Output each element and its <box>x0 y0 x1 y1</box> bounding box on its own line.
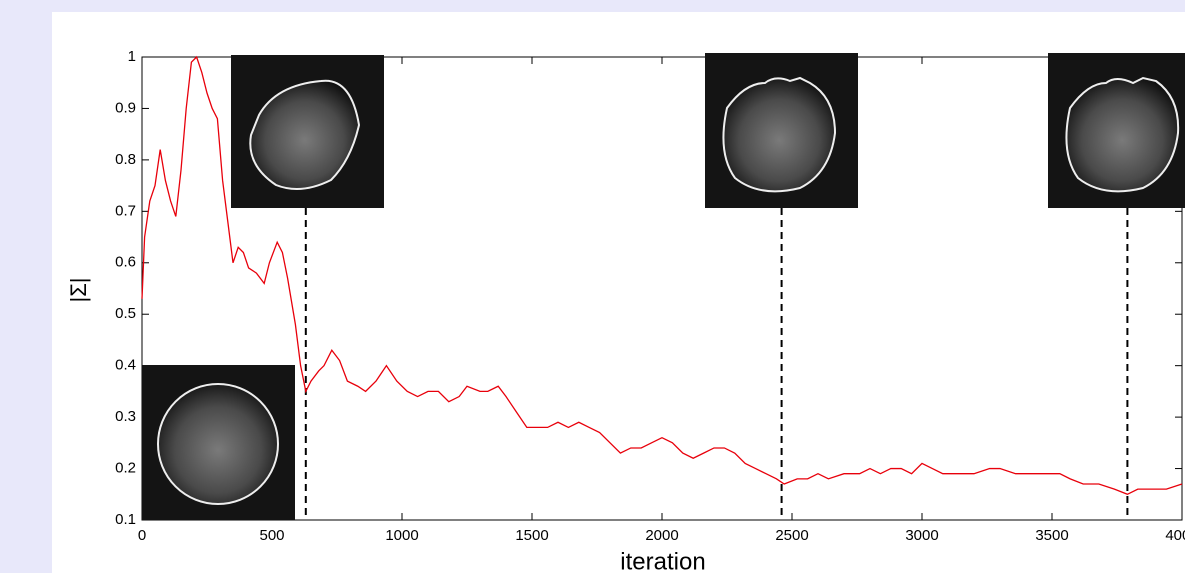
y-tick-label: 0.5 <box>115 305 136 322</box>
data-line <box>141 55 1183 495</box>
plot: 0.1 0.2 0.3 0.4 0.5 0.6 0.7 0.8 0.9 1 0 500 1000 1500… <box>115 48 1185 544</box>
y-axis-label: |Σ| <box>66 277 91 302</box>
axis-labels: iteration |Σ| <box>66 277 706 573</box>
x-tick-label: 3500 <box>1035 527 1068 544</box>
y-tick-label: 0.7 <box>115 202 136 219</box>
y-tick-label: 0.1 <box>115 511 136 528</box>
x-tick-label: 3000 <box>905 527 938 544</box>
x-tick-label: 2000 <box>645 527 678 544</box>
y-tick-label: 0.6 <box>115 254 136 271</box>
thumbnail <box>142 365 295 520</box>
y-tick-label: 0.8 <box>115 151 136 168</box>
thumbnail <box>231 55 384 208</box>
x-tick-label: 500 <box>259 527 284 544</box>
x-tick-label: 4000 <box>1165 527 1185 544</box>
thumbnails <box>142 53 1185 520</box>
y-tick-label: 1 <box>128 48 136 65</box>
y-tick-label: 0.3 <box>115 408 136 425</box>
thumbnail <box>705 53 858 208</box>
x-tick-label: 0 <box>138 527 146 544</box>
y-tick-label: 0.4 <box>115 357 136 374</box>
y-tick-label: 0.2 <box>115 460 136 477</box>
x-tick-label: 2500 <box>775 527 808 544</box>
x-axis-label: iteration <box>620 548 705 573</box>
thumbnail <box>1048 53 1185 208</box>
x-tick-label: 1500 <box>515 527 548 544</box>
x-tick-label: 1000 <box>385 527 418 544</box>
y-tick-label: 0.9 <box>115 99 136 116</box>
